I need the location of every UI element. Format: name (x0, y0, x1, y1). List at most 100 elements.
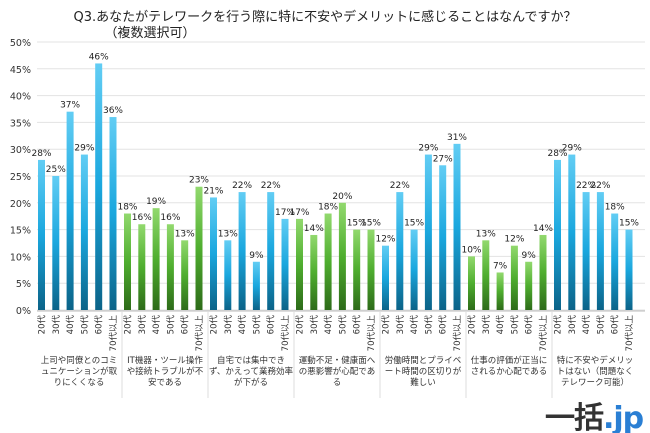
x-tick-label: 40代 (581, 315, 592, 335)
x-tick-label: 70代以上 (194, 315, 205, 352)
x-tick-label: 50代 (251, 315, 262, 335)
data-label: 12% (504, 235, 524, 245)
y-tick-label: 5% (16, 279, 31, 290)
x-tick-label: 20代 (553, 315, 564, 335)
bar (310, 234, 318, 310)
bar (195, 186, 203, 310)
data-label: 22% (590, 181, 610, 191)
data-label: 22% (576, 181, 596, 191)
x-tick-label: 70代以上 (108, 315, 119, 352)
x-tick-label: 50代 (337, 315, 348, 335)
data-label: 14% (533, 224, 553, 234)
bar (554, 159, 561, 310)
y-tick-label: 20% (10, 199, 31, 210)
logo: 一括.jp (545, 393, 644, 433)
x-tick-label: 20代 (381, 315, 392, 335)
category-label: 上司や同僚とのコミュニケーションが取りにくくなる (40, 356, 118, 388)
data-label: 15% (404, 219, 424, 229)
bar (252, 261, 260, 310)
x-tick-label: 50代 (165, 315, 176, 335)
category-label: IT機器・ツール操作や接続トラブルが不安である (126, 356, 204, 388)
bar (152, 208, 160, 310)
bar (582, 192, 590, 310)
y-tick-label: 35% (10, 118, 31, 129)
bar (353, 229, 361, 310)
bar (296, 218, 303, 310)
bar (238, 192, 246, 310)
y-tick-label: 10% (10, 252, 31, 263)
x-tick-label: 20代 (123, 315, 134, 335)
logo-suffix: .jp (603, 401, 644, 433)
data-label: 9% (522, 251, 537, 261)
x-tick-label: 30代 (223, 315, 234, 335)
bar (468, 256, 475, 310)
data-label: 29% (562, 144, 582, 154)
x-tick-label: 20代 (209, 315, 220, 335)
x-tick-label: 30代 (481, 315, 492, 335)
x-tick-label: 20代 (37, 315, 48, 335)
bar (410, 229, 418, 310)
bar (424, 154, 432, 310)
bar (138, 224, 146, 310)
data-label: 36% (103, 106, 123, 116)
y-tick-label: 40% (10, 92, 31, 103)
bar (281, 218, 289, 310)
y-tick-label: 30% (10, 145, 31, 156)
bar (52, 176, 60, 310)
category-label: 労働時間とプライベート時間の区切りが難しい (384, 356, 462, 388)
data-label: 37% (60, 101, 80, 111)
category-label: 特に不安やデメリットはない（問題なくテレワーク可能） (556, 356, 634, 388)
bar (338, 202, 346, 310)
bar (324, 213, 332, 310)
data-label: 16% (160, 213, 180, 223)
data-label: 13% (218, 229, 238, 239)
data-label: 25% (46, 165, 66, 175)
data-label: 46% (89, 52, 109, 62)
bar (66, 111, 74, 311)
bar (525, 261, 533, 310)
x-tick-label: 60代 (352, 315, 363, 335)
logo-main: 一括 (545, 401, 604, 433)
data-label: 7% (493, 261, 508, 271)
category-label: 仕事の評価が正当にされるか心配である (470, 356, 548, 377)
x-tick-label: 60代 (266, 315, 277, 335)
x-tick-label: 50代 (79, 315, 90, 335)
bar (38, 159, 45, 310)
bar (80, 154, 88, 310)
data-label: 15% (619, 219, 639, 229)
data-label: 18% (318, 203, 338, 213)
x-tick-label: 60代 (94, 315, 105, 335)
bar (596, 192, 604, 310)
data-label: 22% (390, 181, 410, 191)
x-tick-label: 30代 (51, 315, 62, 335)
data-label: 20% (332, 192, 352, 202)
x-tick-label: 70代以上 (366, 315, 377, 352)
y-tick-label: 0% (16, 306, 31, 317)
bar (224, 240, 232, 310)
chart-title: Q3.あなたがテレワークを行う際に特に不安やデメリットに感じることはなんですか？ (73, 10, 577, 25)
data-label: 28% (547, 149, 567, 159)
bar (625, 229, 633, 310)
y-tick-label: 45% (10, 65, 31, 76)
data-label: 22% (261, 181, 281, 191)
data-label: 13% (175, 229, 195, 239)
x-tick-label: 40代 (495, 315, 506, 335)
data-label: 27% (433, 154, 453, 164)
bar (510, 245, 518, 310)
bar (181, 240, 189, 310)
x-tick-label: 60代 (524, 315, 535, 335)
bar (166, 224, 174, 310)
bar (210, 197, 217, 310)
x-tick-label: 50代 (509, 315, 520, 335)
bar (482, 240, 490, 310)
bar (439, 165, 447, 310)
bar (396, 192, 404, 310)
bar (267, 192, 275, 310)
x-tick-label: 40代 (151, 315, 162, 335)
data-label: 29% (74, 144, 94, 154)
x-tick-label: 60代 (438, 315, 449, 335)
bar (95, 63, 103, 310)
x-tick-label: 70代以上 (452, 315, 463, 352)
